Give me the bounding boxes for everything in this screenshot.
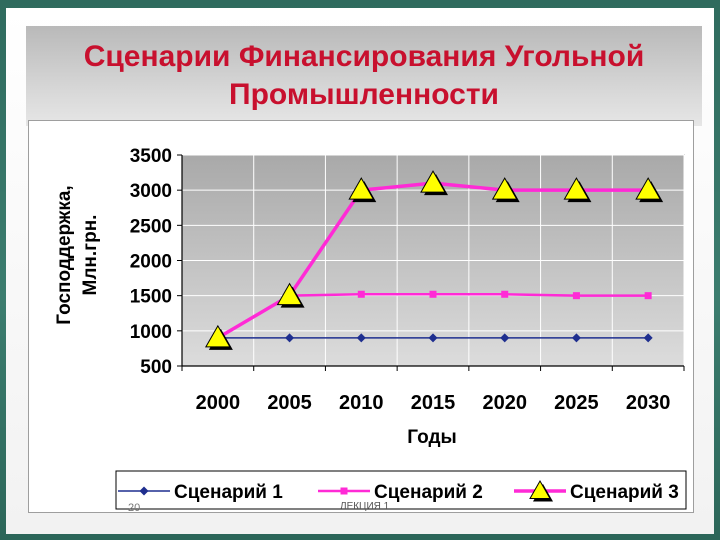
y-tick-label: 1500 [130, 287, 172, 308]
series-3-point [276, 282, 303, 306]
series-1-point [356, 333, 366, 343]
y-tick-label: 1000 [130, 322, 172, 343]
slide-title: Сценарии Финансирования Угольной Промышл… [83, 40, 645, 111]
legend-label: Сценарий 1 [174, 482, 283, 503]
series-1-point [500, 333, 510, 343]
legend-swatch-marker [529, 479, 551, 499]
series-3-point [348, 177, 375, 200]
page-number: 20 [128, 502, 141, 514]
series-3-markers [204, 170, 664, 350]
footer-text: ЛЕКЦИЯ 1 [340, 501, 390, 512]
series-3-point [635, 177, 662, 200]
series-2-point [429, 290, 437, 298]
legend-label: Сценарий 2 [374, 482, 483, 503]
series-1-point [643, 333, 653, 343]
legend-item-1: Сценарий 1 [118, 482, 283, 503]
series-2-point [501, 290, 509, 298]
y-tick-label: 500 [140, 357, 172, 378]
series-3-point [563, 177, 590, 200]
series-1-point [285, 333, 295, 343]
series-1-point [428, 333, 438, 343]
title-band [26, 26, 702, 126]
legend-swatch-marker [139, 486, 149, 496]
series-3-point [491, 177, 518, 200]
series-2-point [572, 292, 580, 300]
y-tick-label: 3500 [130, 146, 172, 167]
series-3-point [420, 170, 446, 193]
legend-box [115, 470, 687, 510]
y-tick-label: 2000 [130, 252, 172, 273]
x-tick-label: 2030 [626, 392, 671, 414]
x-tick-label: 2015 [411, 392, 456, 414]
x-tick-label: 2000 [196, 392, 241, 414]
x-tick-label: 2005 [267, 392, 312, 414]
series-1-point [571, 333, 581, 343]
series-2-point [644, 292, 652, 300]
x-tick-label: 2025 [554, 392, 599, 414]
series-2-point [357, 290, 365, 298]
y-axis-label: Господдержка, Млн.грн. [54, 185, 101, 324]
series-3-point [204, 324, 231, 348]
x-tick-label: 2010 [339, 392, 384, 414]
y-tick-label: 2500 [130, 216, 172, 237]
y-axis-label-line: Господдержка, [54, 185, 75, 324]
y-axis-label-line: Млн.грн. [80, 215, 101, 296]
legend-swatch-marker [340, 487, 348, 495]
x-tick-label: 2020 [482, 392, 527, 414]
legend-item-3: Сценарий 3 [514, 479, 679, 503]
x-axis-label: Годы [407, 427, 456, 448]
legend-item-2: Сценарий 2 [318, 482, 483, 503]
legend-label: Сценарий 3 [570, 482, 679, 503]
y-tick-label: 3000 [130, 181, 172, 202]
legend: Сценарий 1 Сценарий 2 Сценарий 3 [115, 470, 687, 510]
